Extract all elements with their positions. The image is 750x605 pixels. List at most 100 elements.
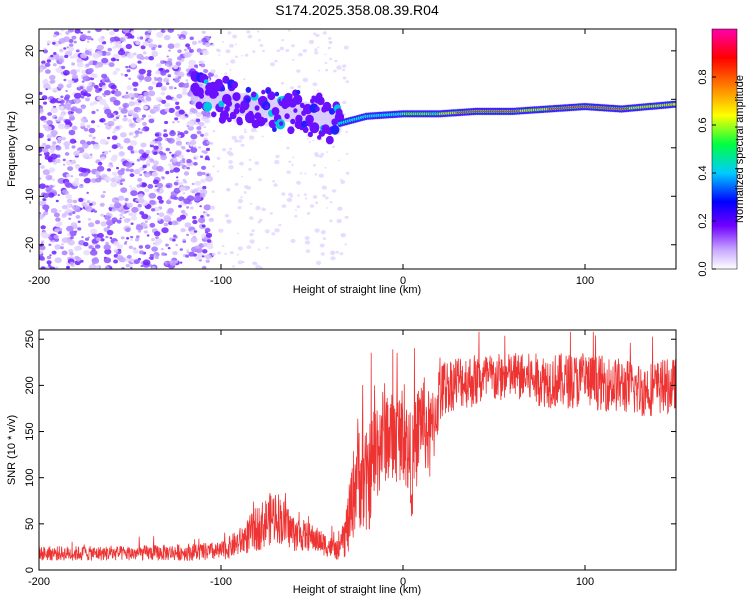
spectrogram-ytick-label: 10 xyxy=(24,93,36,105)
noise-blob xyxy=(201,224,206,228)
noise-blob xyxy=(173,42,181,48)
noise-blob xyxy=(297,194,300,197)
noise-blob xyxy=(104,248,112,255)
noise-blob xyxy=(202,50,209,56)
noise-blob xyxy=(153,151,158,155)
noise-blob xyxy=(168,221,173,226)
noise-blob xyxy=(345,80,350,84)
ridge-blob xyxy=(307,131,313,138)
noise-blob xyxy=(175,150,182,156)
noise-blob xyxy=(178,196,185,202)
noise-blob xyxy=(54,244,62,250)
noise-blob xyxy=(160,91,166,96)
noise-blob xyxy=(195,202,199,205)
ridge-blob xyxy=(315,106,320,112)
noise-blob xyxy=(62,69,70,76)
noise-blob xyxy=(168,85,174,90)
colorbar-tick-label: 0.6 xyxy=(697,117,709,132)
noise-blob xyxy=(47,138,51,142)
noise-blob xyxy=(93,100,98,105)
noise-blob xyxy=(79,34,88,41)
noise-blob xyxy=(111,197,120,204)
noise-blob xyxy=(189,100,195,105)
noise-blob xyxy=(246,30,251,34)
noise-blob xyxy=(79,207,83,210)
noise-blob xyxy=(330,256,336,261)
noise-blob xyxy=(45,209,49,212)
noise-blob xyxy=(65,194,73,200)
noise-blob xyxy=(129,173,135,178)
noise-blob xyxy=(166,64,170,67)
noise-blob xyxy=(133,41,136,44)
noise-blob xyxy=(153,231,161,237)
noise-blob xyxy=(113,202,122,209)
noise-blob xyxy=(72,204,79,211)
noise-blob xyxy=(57,83,64,89)
noise-blob xyxy=(217,49,222,53)
noise-blob xyxy=(157,44,162,49)
noise-blob xyxy=(144,220,148,223)
noise-blob xyxy=(66,198,73,204)
noise-blob xyxy=(176,93,183,99)
noise-blob xyxy=(344,215,349,219)
noise-blob xyxy=(240,143,245,147)
noise-blob xyxy=(60,65,66,70)
noise-blob xyxy=(257,221,261,224)
noise-blob xyxy=(186,251,190,254)
noise-blob xyxy=(206,214,210,217)
noise-blob xyxy=(285,49,290,52)
snr-ytick-label: 0 xyxy=(24,567,36,573)
noise-blob xyxy=(152,179,159,185)
colorbar-gradient xyxy=(712,29,737,269)
noise-blob xyxy=(74,29,81,34)
noise-blob xyxy=(100,194,106,198)
noise-blob xyxy=(177,56,182,61)
noise-blob xyxy=(180,209,186,214)
noise-blob xyxy=(72,74,78,80)
noise-blob xyxy=(196,130,202,135)
noise-blob xyxy=(46,134,53,139)
noise-blob xyxy=(140,264,144,268)
snr-ytick-label: 200 xyxy=(24,376,36,394)
noise-blob xyxy=(48,167,56,173)
noise-blob xyxy=(182,192,186,195)
noise-blob xyxy=(60,95,64,99)
noise-blob xyxy=(50,208,58,214)
noise-blob xyxy=(133,259,140,264)
noise-blob xyxy=(182,87,188,92)
noise-blob xyxy=(50,107,59,114)
snr-ytick-label: 100 xyxy=(24,469,36,487)
noise-blob xyxy=(86,85,93,91)
noise-blob xyxy=(159,67,164,72)
noise-blob xyxy=(73,40,77,44)
noise-blob xyxy=(248,158,252,162)
spectrogram-xtick-label: -200 xyxy=(28,275,50,287)
noise-blob xyxy=(78,99,82,103)
noise-blob xyxy=(96,64,100,67)
ridge-blob xyxy=(233,107,240,115)
noise-blob xyxy=(186,82,189,85)
noise-blob xyxy=(89,249,98,256)
noise-blob xyxy=(250,127,257,133)
noise-blob xyxy=(99,99,107,105)
noise-blob xyxy=(100,156,106,161)
noise-blob xyxy=(148,86,154,91)
noise-blob xyxy=(186,166,190,170)
noise-blob xyxy=(193,188,199,193)
noise-blob xyxy=(342,64,347,68)
noise-blob xyxy=(111,217,118,223)
noise-blob xyxy=(230,59,236,64)
noise-blob xyxy=(39,183,46,189)
noise-blob xyxy=(343,45,349,50)
noise-blob xyxy=(175,105,181,110)
noise-blob xyxy=(74,255,79,260)
noise-blob xyxy=(112,118,117,122)
noise-blob xyxy=(109,236,113,240)
ridge-blob xyxy=(267,91,276,101)
noise-blob xyxy=(62,189,68,194)
ridge-blob xyxy=(199,93,204,99)
noise-blob xyxy=(165,69,170,73)
ridge-blob xyxy=(241,103,247,109)
noise-blob xyxy=(304,240,311,245)
